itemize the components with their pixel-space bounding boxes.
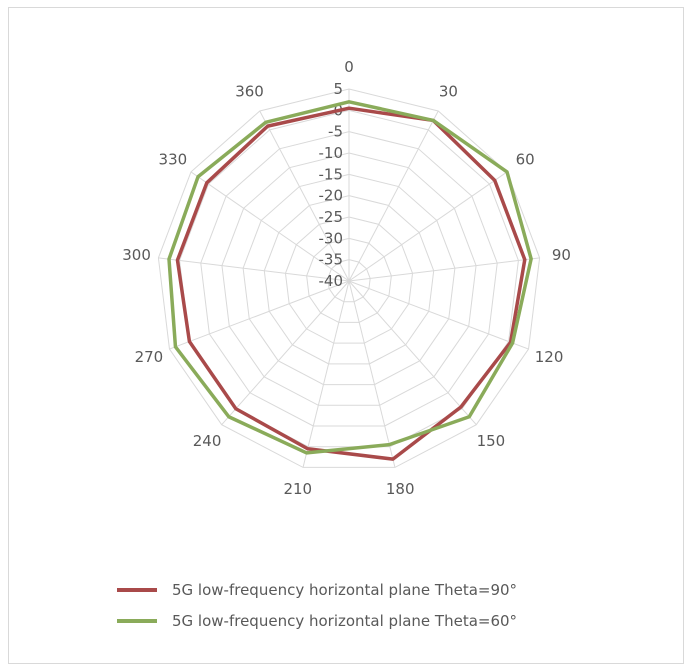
radar-spokes: [158, 89, 540, 468]
angle-label: 330: [159, 150, 188, 168]
angle-label: 150: [477, 432, 506, 450]
angle-labels: 0 30 60 90 120 150 180 210 240 270 300 330 360: [122, 58, 571, 498]
angle-label: 300: [122, 246, 151, 264]
grid-ring-4: [242, 173, 456, 386]
spoke-1: [348, 110, 439, 282]
angle-label: 240: [193, 432, 222, 450]
radial-tick-label: -30: [319, 229, 344, 247]
grid-ring-7: [306, 237, 392, 323]
legend-label-0: 5G low-frequency horizontal plane Theta=…: [172, 581, 517, 599]
chart-frame: [8, 7, 684, 664]
grid-ring-1: [179, 109, 519, 448]
spoke-9: [169, 280, 350, 350]
grid-ring-3: [221, 152, 477, 406]
spoke-5: [348, 280, 477, 426]
grid-ring-2: [200, 131, 498, 427]
series-lines: [167, 100, 533, 461]
angle-label: 270: [135, 348, 164, 366]
spoke-12: [259, 110, 350, 282]
spoke-2: [348, 171, 508, 282]
spoke-4: [348, 280, 529, 350]
angle-label: 30: [439, 83, 458, 101]
radial-tick-label: -15: [319, 165, 344, 183]
angle-label: 60: [516, 150, 535, 168]
radial-tick-label: -5: [328, 123, 343, 141]
angle-label: 120: [535, 348, 564, 366]
series-line-0: [175, 106, 527, 461]
radial-tick-labels: 50-5-10-15-20-25-30-35-40: [319, 80, 344, 290]
radial-tick-label: -20: [319, 187, 344, 205]
grid-ring-5: [263, 195, 435, 365]
spoke-7: [302, 280, 350, 468]
angle-label: 210: [283, 480, 312, 498]
grid-ring-8: [327, 259, 371, 303]
grid-ring-6: [284, 216, 414, 344]
spoke-10: [158, 257, 350, 282]
radial-tick-label: -25: [319, 208, 344, 226]
radial-tick-label: -40: [319, 272, 344, 290]
spoke-11: [190, 171, 350, 282]
angle-label: 90: [552, 246, 571, 264]
legend-label-1: 5G low-frequency horizontal plane Theta=…: [172, 612, 517, 630]
angle-label: 360: [235, 83, 264, 101]
radial-tick-label: 5: [333, 80, 343, 98]
legend: 5G low-frequency horizontal plane Theta=…: [117, 581, 517, 630]
angle-label: 180: [386, 480, 415, 498]
radial-tick-label: -10: [319, 144, 344, 162]
spoke-6: [348, 280, 396, 468]
spoke-3: [348, 257, 540, 282]
radial-tick-label: -35: [319, 251, 344, 269]
angle-label: 0: [344, 58, 354, 76]
spoke-8: [221, 280, 350, 426]
series-line-1: [167, 100, 533, 455]
